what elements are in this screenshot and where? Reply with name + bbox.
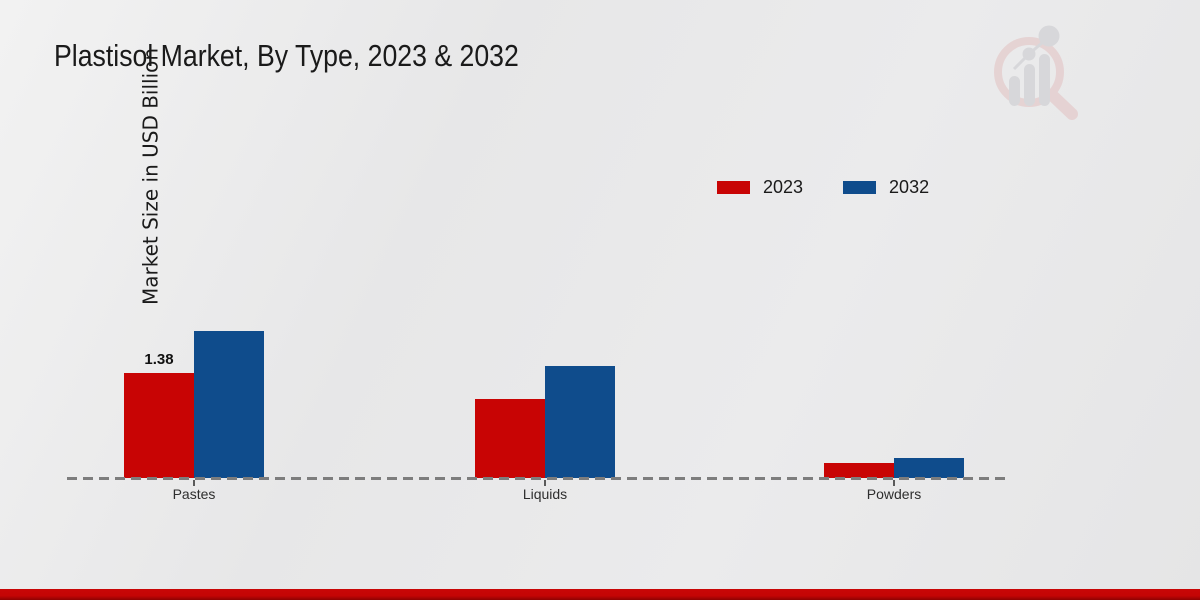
footer-accent-bar: [0, 589, 1200, 600]
category-label-liquids: Liquids: [522, 486, 568, 502]
bar-2023-liquids: [475, 399, 545, 478]
category-label-pastes: Pastes: [172, 486, 216, 502]
chart-title: Plastisol Market, By Type, 2023 & 2032: [54, 38, 519, 73]
legend-item-2023: 2023: [717, 177, 803, 198]
x-axis-tick-powders: [893, 480, 895, 486]
category-label-powders: Powders: [866, 486, 922, 502]
x-axis-baseline: [67, 477, 1007, 480]
legend-swatch-2032: [843, 181, 877, 194]
legend-label-2032: 2032: [889, 177, 930, 197]
bar-2032-liquids: [545, 366, 615, 478]
legend-item-2032: 2032: [843, 177, 929, 198]
watermark-logo: [994, 25, 1078, 120]
legend: 2023 2032: [717, 177, 929, 198]
legend-label-2023: 2023: [763, 177, 804, 197]
x-axis-tick-liquids: [544, 480, 546, 486]
x-axis-tick-pastes: [193, 480, 195, 486]
bar-growth-icon: [1009, 25, 1060, 106]
value-label-2023-pastes: 1.38: [144, 351, 174, 368]
bar-2023-powders: [824, 463, 894, 478]
bar-2032-powders: [894, 458, 964, 478]
bar-2032-pastes: [194, 331, 264, 478]
bar-2023-pastes: [124, 373, 194, 478]
legend-swatch-2023: [717, 181, 750, 194]
